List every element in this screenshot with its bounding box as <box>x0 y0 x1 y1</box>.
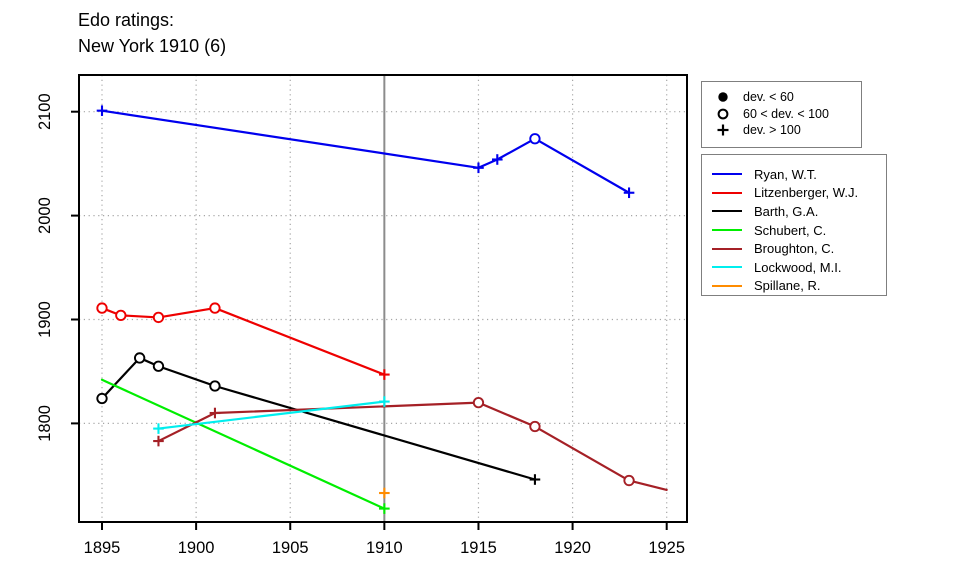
x-axis-tick-label: 1905 <box>272 539 309 557</box>
open-circle-marker <box>529 133 541 145</box>
open-circle-marker <box>472 396 485 409</box>
series-legend-label: Barth, G.A. <box>754 203 819 219</box>
series-legend-label: Broughton, C. <box>754 241 835 257</box>
series-color-swatch <box>712 247 742 250</box>
plus-icon <box>717 124 729 136</box>
open-circle-marker <box>115 309 127 321</box>
open-circle-marker <box>209 302 221 314</box>
symbol-legend-label: dev. > 100 <box>743 123 801 138</box>
symbol-legend-label: dev. < 60 <box>743 90 794 105</box>
series-line <box>100 378 386 510</box>
series-legend-item: Ryan, W.T. <box>712 165 886 184</box>
series-legend-item: Litzenberger, W.J. <box>712 184 886 203</box>
open-circle-marker <box>529 420 541 433</box>
y-axis-tick-label: 2100 <box>36 93 54 130</box>
series-color-swatch <box>712 173 742 176</box>
symbol-legend-item: dev. > 100 <box>712 122 861 139</box>
y-axis-tick-label: 1800 <box>36 405 54 442</box>
open-circle-marker <box>96 392 108 405</box>
open-circle-icon <box>717 108 729 120</box>
series-color-swatch <box>712 191 742 194</box>
player-series-legend: Ryan, W.T. Litzenberger, W.J. Barth, G.A. S… <box>701 154 887 296</box>
x-axis-tick-label: 1910 <box>366 539 403 557</box>
open-circle-marker <box>152 311 165 324</box>
series-legend-item: Lockwood, M.I. <box>712 258 886 277</box>
x-axis-tick-label: 1895 <box>84 539 121 557</box>
open-circle-marker <box>623 474 635 487</box>
series-line <box>157 401 668 491</box>
series-legend-item: Broughton, C. <box>712 239 886 258</box>
series-legend-item: Schubert, C. <box>712 221 886 240</box>
x-axis-tick-label: 1900 <box>178 539 215 557</box>
chart-title-line1: Edo ratings: <box>78 10 175 30</box>
series-legend-label: Spillane, R. <box>754 278 821 294</box>
series-legend-item: Spillane, R. <box>712 277 886 296</box>
plot-border <box>78 74 688 523</box>
series-legend-label: Ryan, W.T. <box>754 166 817 182</box>
deviation-symbol-legend: dev. < 60 60 < dev. < 100 dev. > 100 <box>701 81 862 148</box>
x-axis-tick-label: 1920 <box>554 539 591 557</box>
series-color-swatch <box>712 284 742 287</box>
series-line <box>100 356 537 481</box>
chart-title-line2: New York 1910 (6) <box>78 36 227 56</box>
symbol-legend-label: 60 < dev. < 100 <box>743 106 829 121</box>
symbol-legend-item: 60 < dev. < 100 <box>712 106 861 123</box>
chart-title: Edo ratings: New York 1910 (6) <box>78 7 226 59</box>
filled-circle-icon <box>718 92 728 102</box>
series-color-swatch <box>712 210 742 213</box>
series-line <box>100 306 386 376</box>
x-axis-tick-label: 1915 <box>460 539 497 557</box>
open-circle-marker <box>152 360 165 372</box>
series-color-swatch <box>712 266 742 269</box>
series-color-swatch <box>712 229 742 232</box>
y-axis-tick-label: 2000 <box>36 197 54 234</box>
series-legend-label: Litzenberger, W.J. <box>754 185 859 201</box>
x-axis-tick-label: 1925 <box>648 539 685 557</box>
series-legend-label: Schubert, C. <box>754 222 827 238</box>
y-axis-tick-label: 1900 <box>36 301 54 338</box>
series-legend-label: Lockwood, M.I. <box>754 259 842 275</box>
open-circle-marker <box>96 302 108 314</box>
open-circle-marker <box>209 380 221 392</box>
series-line <box>100 109 631 194</box>
series-line <box>157 400 386 430</box>
series-legend-item: Barth, G.A. <box>712 202 886 221</box>
symbol-legend-item: dev. < 60 <box>712 89 861 106</box>
open-circle-marker <box>133 352 146 364</box>
